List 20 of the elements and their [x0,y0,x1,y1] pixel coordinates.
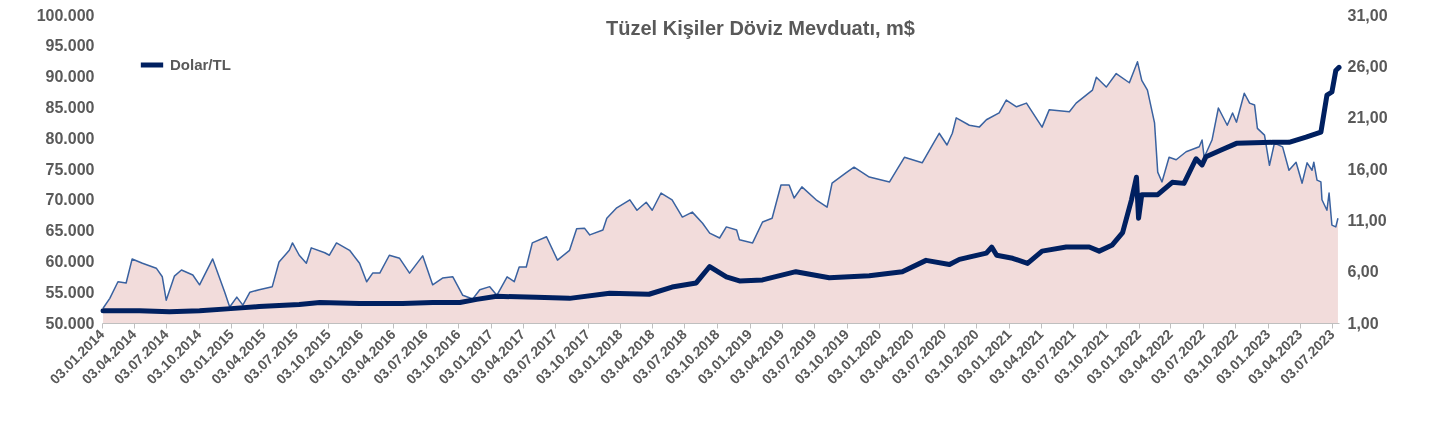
y2-tick-label: 26,00 [1347,57,1388,75]
y-tick-label: 80.000 [45,129,95,147]
y-tick-label: 100.000 [36,6,95,24]
y2-tick-label: 1,00 [1347,314,1379,332]
y2-tick-label: 11,00 [1347,211,1387,229]
y-tick-label: 55.000 [45,283,95,301]
y-tick-label: 90.000 [45,68,95,86]
y2-tick-label: 16,00 [1347,160,1388,178]
y-tick-label: 95.000 [45,37,95,55]
chart-title: Tüzel Kişiler Döviz Mevduatı, m$ [606,17,915,39]
y2-tick-label: 21,00 [1347,109,1388,127]
y-tick-label: 75.000 [45,160,95,178]
y-tick-label: 50.000 [45,314,95,332]
y2-tick-label: 6,00 [1347,263,1379,281]
legend-label: Dolar/TL [170,56,231,73]
y-tick-label: 70.000 [45,191,95,209]
y-tick-label: 85.000 [45,98,95,116]
y-tick-label: 60.000 [45,252,95,270]
y-tick-label: 65.000 [45,222,95,240]
y2-tick-label: 31,00 [1347,6,1388,24]
